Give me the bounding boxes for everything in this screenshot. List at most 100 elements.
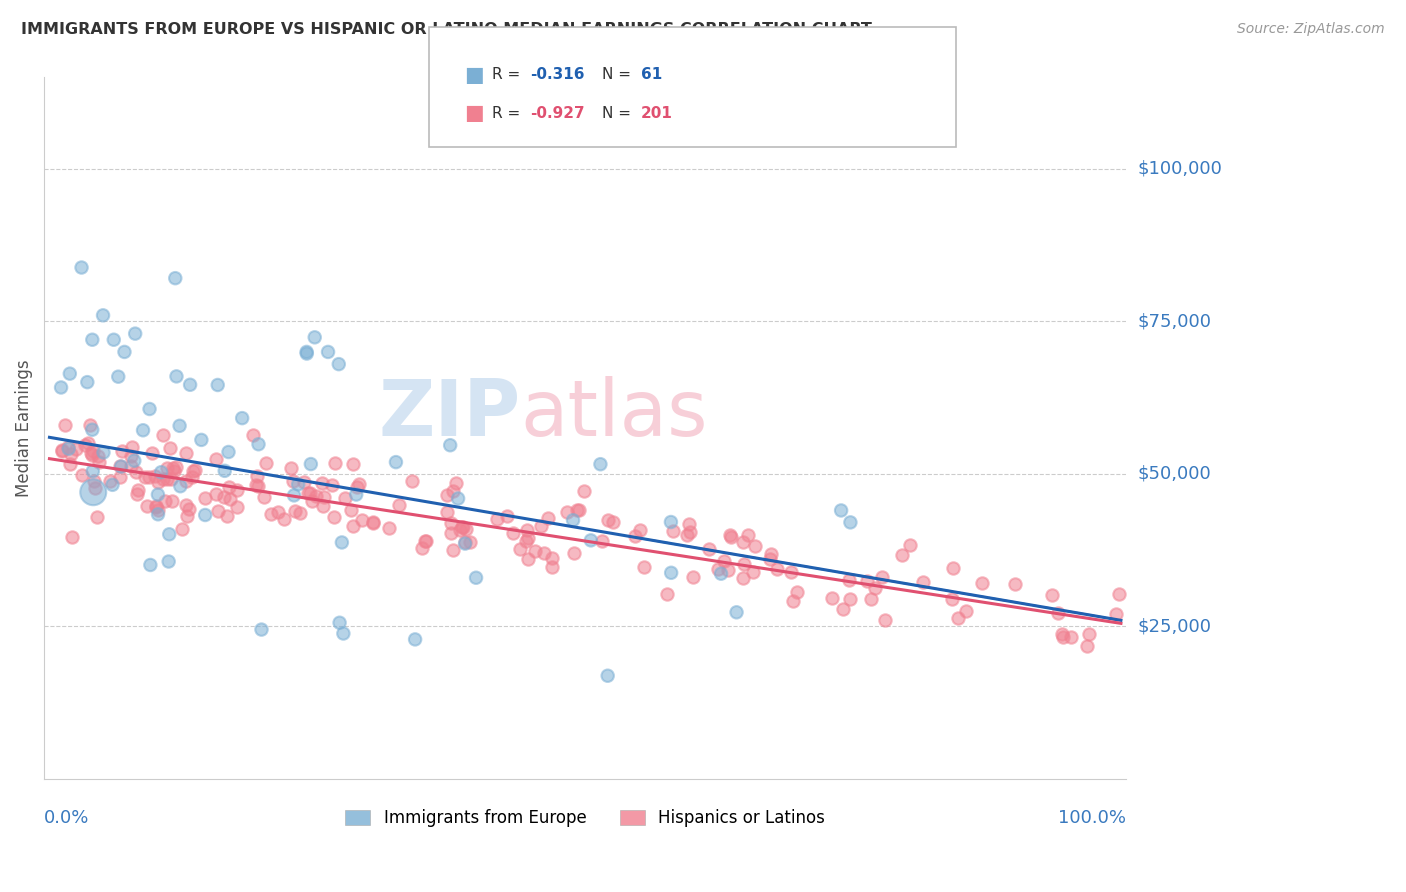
Point: [159, 441, 181, 455]
Point: [713, 554, 735, 568]
Point: [267, 506, 290, 520]
Point: [101, 478, 124, 492]
Point: [458, 535, 481, 549]
Point: [342, 457, 364, 471]
Point: [330, 535, 353, 549]
Point: [170, 522, 193, 536]
Point: [697, 542, 720, 557]
Point: [84, 481, 107, 495]
Point: [298, 486, 321, 500]
Point: [942, 560, 965, 574]
Point: [311, 475, 333, 490]
Point: [523, 544, 546, 558]
Point: [415, 533, 437, 548]
Point: [509, 541, 531, 556]
Point: [103, 333, 125, 347]
Point: [515, 534, 537, 549]
Text: Source: ZipAtlas.com: Source: ZipAtlas.com: [1237, 22, 1385, 37]
Point: [87, 450, 110, 464]
Point: [443, 543, 465, 558]
Point: [859, 592, 882, 607]
Point: [838, 573, 860, 587]
Point: [181, 464, 204, 478]
Point: [139, 558, 162, 572]
Point: [733, 558, 755, 572]
Point: [717, 563, 740, 577]
Point: [441, 483, 464, 498]
Point: [782, 593, 804, 607]
Point: [284, 504, 307, 518]
Point: [82, 464, 104, 478]
Point: [759, 552, 782, 566]
Point: [436, 488, 458, 502]
Point: [533, 546, 555, 560]
Point: [1060, 630, 1083, 644]
Legend: Immigrants from Europe, Hispanics or Latinos: Immigrants from Europe, Hispanics or Lat…: [339, 803, 832, 834]
Point: [65, 442, 87, 457]
Text: ■: ■: [464, 103, 484, 123]
Point: [242, 427, 264, 442]
Point: [114, 345, 136, 359]
Point: [517, 531, 540, 545]
Point: [120, 458, 142, 473]
Point: [260, 508, 283, 522]
Point: [295, 346, 318, 360]
Point: [120, 449, 142, 463]
Point: [246, 469, 269, 483]
Text: N =: N =: [602, 106, 631, 120]
Point: [516, 552, 538, 566]
Point: [207, 378, 229, 392]
Text: ZIP: ZIP: [378, 376, 520, 452]
Point: [623, 529, 645, 543]
Point: [451, 519, 474, 533]
Point: [254, 457, 277, 471]
Point: [591, 534, 613, 549]
Text: -0.316: -0.316: [530, 68, 585, 82]
Point: [280, 460, 302, 475]
Point: [51, 444, 73, 458]
Point: [145, 499, 167, 513]
Point: [108, 458, 131, 473]
Point: [91, 309, 114, 323]
Point: [832, 602, 855, 616]
Point: [444, 475, 467, 490]
Text: 61: 61: [641, 68, 662, 82]
Point: [159, 472, 181, 486]
Point: [194, 491, 217, 505]
Point: [152, 428, 174, 442]
Point: [146, 508, 169, 522]
Point: [316, 345, 339, 359]
Point: [321, 477, 343, 491]
Point: [299, 457, 322, 471]
Point: [378, 521, 401, 535]
Point: [190, 433, 212, 447]
Point: [79, 418, 101, 433]
Point: [872, 570, 894, 584]
Point: [344, 487, 367, 501]
Point: [205, 451, 228, 466]
Point: [555, 505, 578, 519]
Text: 0.0%: 0.0%: [44, 809, 90, 828]
Point: [53, 418, 76, 433]
Point: [456, 522, 478, 536]
Point: [946, 611, 969, 625]
Point: [465, 571, 488, 585]
Point: [138, 470, 160, 484]
Point: [155, 494, 177, 508]
Point: [541, 560, 564, 574]
Point: [125, 465, 148, 479]
Point: [676, 528, 699, 542]
Point: [1040, 588, 1063, 602]
Point: [295, 345, 318, 359]
Point: [449, 523, 471, 537]
Point: [710, 566, 733, 581]
Point: [124, 326, 146, 341]
Point: [340, 503, 363, 517]
Point: [98, 474, 121, 488]
Point: [568, 503, 591, 517]
Point: [301, 494, 323, 508]
Point: [541, 550, 564, 565]
Point: [194, 508, 217, 522]
Point: [682, 570, 704, 584]
Point: [247, 479, 270, 493]
